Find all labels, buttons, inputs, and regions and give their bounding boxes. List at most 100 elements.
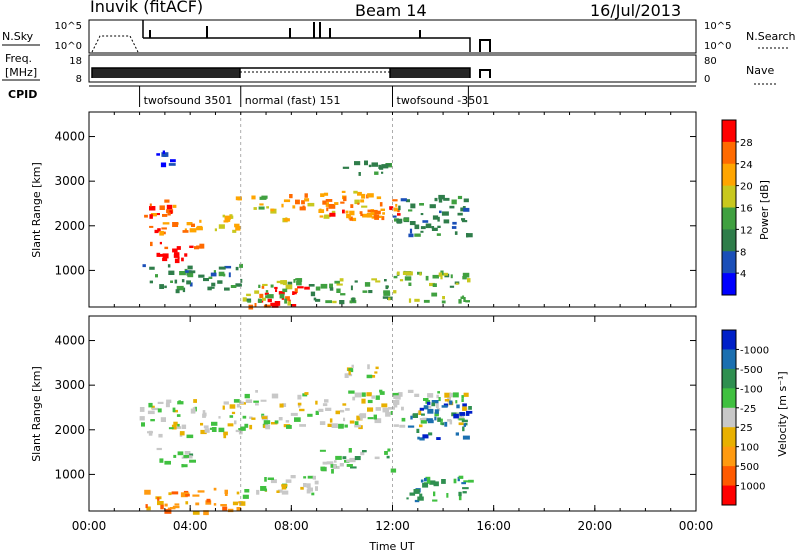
data-cell [460,296,464,299]
data-cell [274,286,278,290]
data-cell [254,290,260,294]
data-cell [386,163,391,166]
data-cell [443,403,449,407]
data-cell [457,416,465,421]
data-cell [349,210,355,216]
colorbar-tick-label: 20 [740,182,753,193]
data-cell [182,230,189,233]
data-cell [264,477,267,482]
data-cell [185,494,190,497]
data-cell [145,504,148,509]
data-cell [214,228,217,232]
data-cell [144,489,151,495]
data-cell [375,280,381,283]
data-cell [319,421,326,425]
data-cell [401,417,406,422]
data-cell [399,279,404,282]
data-cell [144,214,148,218]
data-cell [206,498,211,503]
data-cell [396,271,400,276]
data-cell [270,479,277,484]
data-cell [407,425,415,428]
freq-label-2: [MHz] [5,66,37,79]
data-cell [283,218,290,222]
data-cell [434,412,439,417]
data-cell [271,422,278,425]
data-cell [232,501,239,506]
data-cell [258,284,261,288]
data-cell [392,392,399,397]
data-cell [262,283,268,286]
data-cell [375,395,380,400]
data-cell [359,211,363,214]
data-cell [188,455,193,459]
data-cell [379,202,383,207]
data-cell [360,451,365,456]
data-cell [275,289,278,292]
data-cell [303,483,307,488]
data-cell [336,288,341,293]
data-cell [414,233,421,237]
data-cell [163,153,167,157]
data-cell [196,245,203,249]
data-cell [175,426,182,429]
data-cell [168,163,176,166]
data-cell [165,402,170,408]
data-cell [164,503,168,507]
data-cell [458,422,464,426]
nsky-line [142,20,471,52]
data-cell [348,448,352,453]
data-cell [441,422,445,426]
data-cell [371,395,375,399]
data-cell [164,199,170,203]
data-cell [353,190,358,194]
data-cell [393,403,398,408]
data-cell [157,497,160,501]
data-cell [393,275,398,279]
data-cell [278,291,285,295]
x-tick-label: 00:00 [72,519,107,533]
data-cell [433,481,439,487]
data-cell [155,213,160,216]
data-cell [444,421,448,427]
data-cell [299,424,306,427]
data-cell [164,246,169,250]
data-cell [240,278,243,283]
time-ut-label: Time UT [368,540,414,553]
data-cell [357,202,360,205]
data-cell [181,279,185,283]
data-cell [373,414,377,420]
y-tick-label: 4000 [54,334,85,348]
data-cell [258,206,265,210]
data-cell [328,204,336,209]
data-cell [364,160,368,166]
data-cell [174,258,180,264]
data-cell [189,245,194,248]
data-cell [434,416,437,421]
data-cell [367,417,374,420]
data-cell [162,214,168,217]
data-cell [367,399,373,404]
data-cell [362,213,368,218]
data-cell [357,191,362,196]
data-cell [315,400,318,405]
data-cell [263,420,271,425]
data-cell [244,489,250,493]
data-cell [431,400,439,404]
data-cell [393,290,397,294]
x-tick-label: 12:00 [375,519,410,533]
data-cell [457,212,463,216]
colorbar-tick-label: -100 [740,384,763,395]
data-cell [423,405,429,410]
data-cell [224,287,230,291]
data-cell [407,389,414,393]
data-cell [463,198,469,203]
data-cell [371,278,377,281]
data-cell [362,290,368,293]
data-cell [261,195,268,199]
data-cell [409,221,416,226]
data-cell [390,411,393,415]
data-cell [462,406,467,411]
data-cell [463,297,466,302]
data-cell [297,286,304,289]
